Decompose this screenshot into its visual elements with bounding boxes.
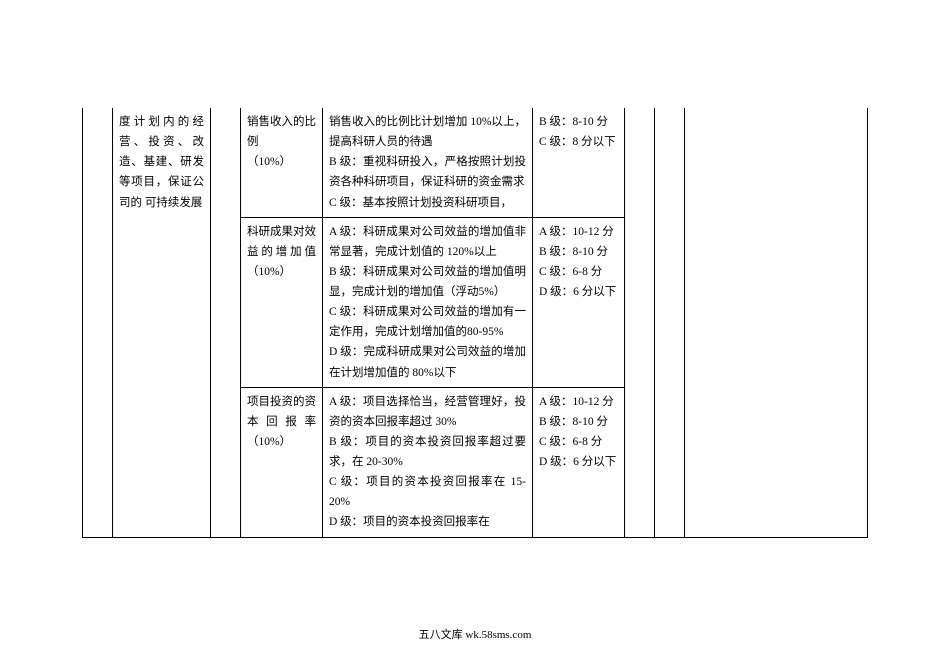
cell-criteria: 销售收入的比例比计划增加 10%以上，提高科研人员的待遇 B 级：重视科研投入，…: [323, 108, 533, 217]
cell-criteria: A 级：科研成果对公司效益的增加值非常显著，完成计划值的 120%以上 B 级：…: [323, 217, 533, 387]
cell-score: B 级：8-10 分 C 级：8 分以下: [533, 108, 625, 217]
cell-metric: 科研成果对效益的增加值（10%）: [241, 217, 323, 387]
cell-score: A 级：10-12 分 B 级：8-10 分 C 级：6-8 分 D 级：6 分…: [533, 217, 625, 387]
table-row: 度计划内的经营、投资、改造、基建、研发等项目，保证公司的 可持续发展 销售收入的…: [83, 108, 868, 217]
cell-metric: 销售收入的比例 （10%）: [241, 108, 323, 217]
cell-description: 度计划内的经营、投资、改造、基建、研发等项目，保证公司的 可持续发展: [113, 108, 211, 537]
cell-weight: [211, 108, 241, 537]
evaluation-table: 度计划内的经营、投资、改造、基建、研发等项目，保证公司的 可持续发展 销售收入的…: [82, 108, 868, 538]
evaluation-table-container: 度计划内的经营、投资、改造、基建、研发等项目，保证公司的 可持续发展 销售收入的…: [82, 108, 868, 538]
cell-blank1: [625, 108, 655, 537]
cell-metric: 项目投资的资本回报率（10%）: [241, 387, 323, 537]
cell-criteria: A 级：项目选择恰当，经营管理好，投资的资本回报率超过 30% B 级：项目的资…: [323, 387, 533, 537]
cell-score: A 级：10-12 分 B 级：8-10 分 C 级：6-8 分 D 级：6 分…: [533, 387, 625, 537]
cell-category: [83, 108, 113, 537]
page-footer: 五八文库 wk.58sms.com: [0, 626, 950, 642]
cell-blank3: [685, 108, 868, 537]
cell-blank2: [655, 108, 685, 537]
